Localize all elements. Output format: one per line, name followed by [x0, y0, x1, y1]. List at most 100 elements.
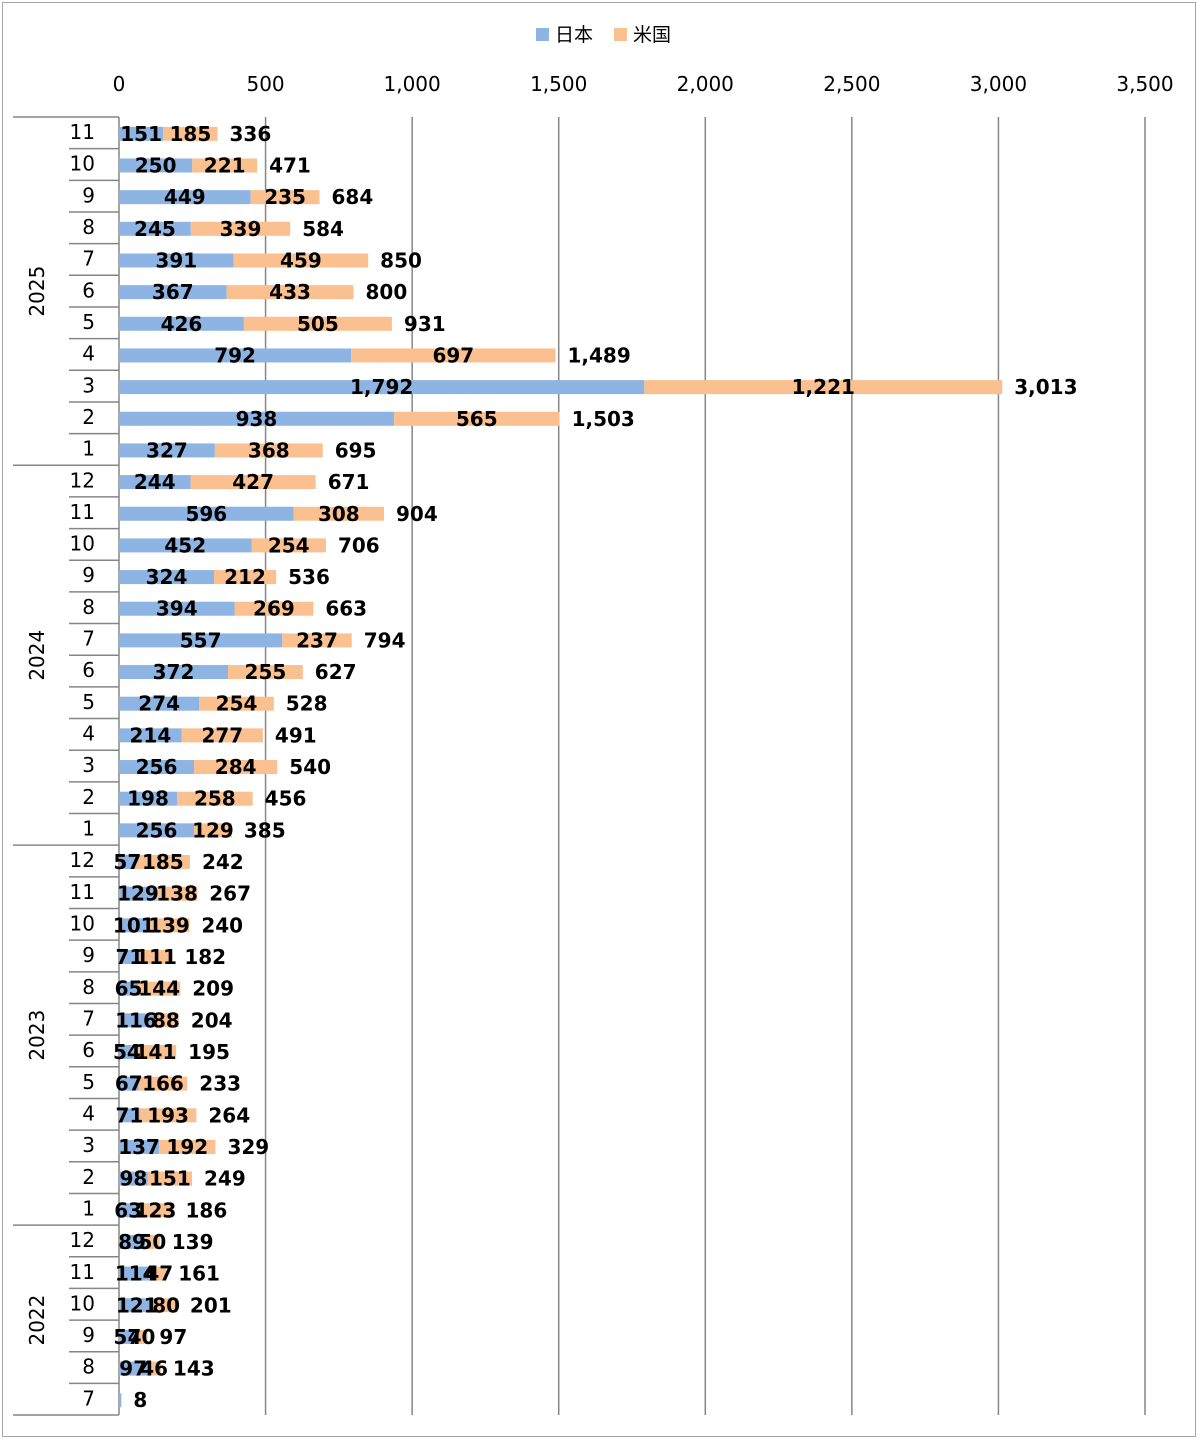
- x-axis-ticks: 0 500 1,000 1,500 2,000 2,500 3,000 3,500: [113, 72, 1174, 96]
- bar-japan: [119, 411, 394, 426]
- bar-usa: [194, 760, 278, 775]
- bar-japan: [119, 728, 182, 743]
- month-label: 8: [82, 975, 95, 999]
- data-label-usa: 284: [215, 755, 257, 779]
- data-label-japan: 114: [115, 1262, 157, 1286]
- bar-japan: [119, 285, 227, 300]
- bar-usa: [138, 981, 181, 996]
- x-tick-label: 0: [113, 72, 126, 96]
- x-tick-label: 3,000: [970, 72, 1027, 96]
- data-label-usa: 505: [297, 312, 339, 336]
- data-label-usa: 565: [456, 407, 498, 431]
- data-label-japan: 244: [134, 470, 176, 494]
- data-label-japan: 57: [113, 850, 141, 874]
- data-label-total: 161: [178, 1262, 220, 1286]
- month-label: 7: [82, 247, 95, 271]
- data-label-japan: 54: [113, 1040, 141, 1064]
- month-label: 11: [70, 880, 95, 904]
- month-label: 12: [70, 468, 95, 492]
- bar-japan: [119, 981, 139, 996]
- data-label-total: 1,489: [567, 343, 630, 367]
- year-label: 2023: [25, 1010, 49, 1061]
- month-label: 4: [82, 1101, 95, 1125]
- year-label: 2024: [25, 630, 49, 681]
- legend-label-1: 日本: [555, 24, 593, 46]
- bar-usa: [213, 570, 277, 585]
- data-label-japan: 151: [120, 122, 162, 146]
- data-label-japan: 214: [129, 723, 171, 747]
- data-label-usa: 50: [138, 1230, 166, 1254]
- bar-usa: [214, 443, 323, 458]
- bar-usa: [190, 475, 316, 490]
- data-label-usa: 277: [201, 723, 243, 747]
- data-label-total: 671: [328, 470, 370, 494]
- bar-japan: [119, 823, 195, 838]
- bar-japan: [119, 760, 195, 775]
- x-tick-label: 500: [246, 72, 284, 96]
- month-label: 9: [82, 183, 95, 207]
- data-label-usa: 427: [232, 470, 274, 494]
- bar-usa: [177, 791, 253, 806]
- legend: 日本 米国: [536, 24, 671, 46]
- data-label-japan: 938: [236, 407, 278, 431]
- bar-japan: [119, 601, 235, 616]
- month-label: 10: [70, 1291, 95, 1315]
- bar-usa: [192, 158, 258, 173]
- data-label-total: 143: [173, 1357, 215, 1381]
- month-label: 9: [82, 563, 95, 587]
- data-label-total: 540: [289, 755, 331, 779]
- data-label-usa: 254: [216, 692, 258, 716]
- data-label-total: 182: [184, 945, 226, 969]
- month-label: 8: [82, 215, 95, 239]
- x-tick-label: 2,000: [677, 72, 734, 96]
- data-label-total: 329: [227, 1135, 269, 1159]
- data-label-total: 684: [332, 185, 374, 209]
- data-label-total: 240: [201, 913, 243, 937]
- data-label-total: 627: [315, 660, 357, 684]
- x-tick-label: 1,500: [530, 72, 587, 96]
- data-label-usa: 40: [128, 1325, 156, 1349]
- data-label-usa: 192: [166, 1135, 208, 1159]
- data-label-total: 204: [191, 1008, 233, 1032]
- data-label-total: 456: [265, 787, 307, 811]
- data-label-total: 233: [199, 1072, 241, 1096]
- data-label-usa: 269: [253, 597, 295, 621]
- month-label: 3: [82, 373, 95, 397]
- data-label-total: 209: [192, 977, 234, 1001]
- month-label: 8: [82, 595, 95, 619]
- month-label: 3: [82, 753, 95, 777]
- month-label: 12: [70, 848, 95, 872]
- data-label-usa: 697: [432, 343, 474, 367]
- data-label-total: 336: [229, 122, 271, 146]
- data-label-total: 3,013: [1014, 375, 1077, 399]
- data-label-japan: 367: [152, 280, 194, 304]
- data-label-total: 8: [133, 1388, 147, 1412]
- data-label-japan: 452: [164, 533, 206, 557]
- bar-japan: [119, 316, 244, 331]
- data-label-japan: 71: [115, 945, 143, 969]
- bar-japan: [119, 475, 191, 490]
- bar-japan: [119, 1266, 153, 1281]
- bar-japan: [119, 1076, 139, 1091]
- data-label-usa: 255: [245, 660, 287, 684]
- data-label-japan: 327: [146, 438, 188, 462]
- month-label: 3: [82, 1133, 95, 1157]
- data-label-total: 491: [275, 723, 317, 747]
- data-label-total: 267: [209, 882, 251, 906]
- bar-usa: [226, 285, 354, 300]
- data-label-usa: 212: [224, 565, 266, 589]
- data-label-japan: 274: [138, 692, 180, 716]
- data-label-japan: 67: [115, 1072, 143, 1096]
- data-label-total: 794: [364, 628, 406, 652]
- data-label-japan: 65: [115, 977, 143, 1001]
- bar-usa: [139, 949, 173, 964]
- data-labels: 151 185 336 250 221 471 449 235 684 245 339 584 391 4…: [113, 122, 1078, 1412]
- data-label-japan: 256: [136, 755, 178, 779]
- month-label: 10: [70, 152, 95, 176]
- bar-usa: [250, 190, 320, 205]
- data-label-usa: 166: [142, 1072, 184, 1096]
- data-label-total: 584: [302, 217, 344, 241]
- bar-japan: [119, 126, 164, 141]
- data-label-total: 242: [202, 850, 244, 874]
- bar-usa: [152, 1266, 167, 1281]
